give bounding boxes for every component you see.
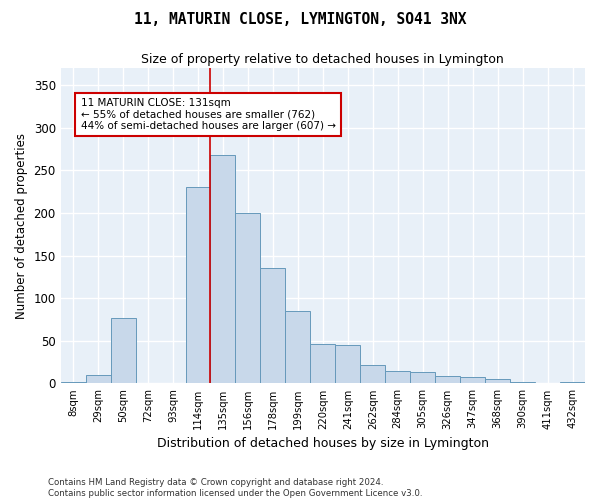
Bar [86,375,110,384]
Bar [110,318,136,384]
Bar [385,370,410,384]
Text: 11 MATURIN CLOSE: 131sqm
← 55% of detached houses are smaller (762)
44% of semi-: 11 MATURIN CLOSE: 131sqm ← 55% of detach… [80,98,335,131]
Bar [211,155,235,384]
Bar [560,382,585,384]
Bar [286,311,310,384]
Bar [410,372,435,384]
Bar [335,345,360,384]
X-axis label: Distribution of detached houses by size in Lymington: Distribution of detached houses by size … [157,437,489,450]
Bar [310,344,335,384]
Bar [260,268,286,384]
Text: 11, MATURIN CLOSE, LYMINGTON, SO41 3NX: 11, MATURIN CLOSE, LYMINGTON, SO41 3NX [134,12,466,28]
Text: Contains HM Land Registry data © Crown copyright and database right 2024.
Contai: Contains HM Land Registry data © Crown c… [48,478,422,498]
Bar [485,379,510,384]
Y-axis label: Number of detached properties: Number of detached properties [15,132,28,318]
Bar [360,364,385,384]
Bar [460,378,485,384]
Bar [235,213,260,384]
Bar [510,382,535,384]
Bar [185,188,211,384]
Bar [61,382,86,384]
Title: Size of property relative to detached houses in Lymington: Size of property relative to detached ho… [142,52,504,66]
Bar [435,376,460,384]
